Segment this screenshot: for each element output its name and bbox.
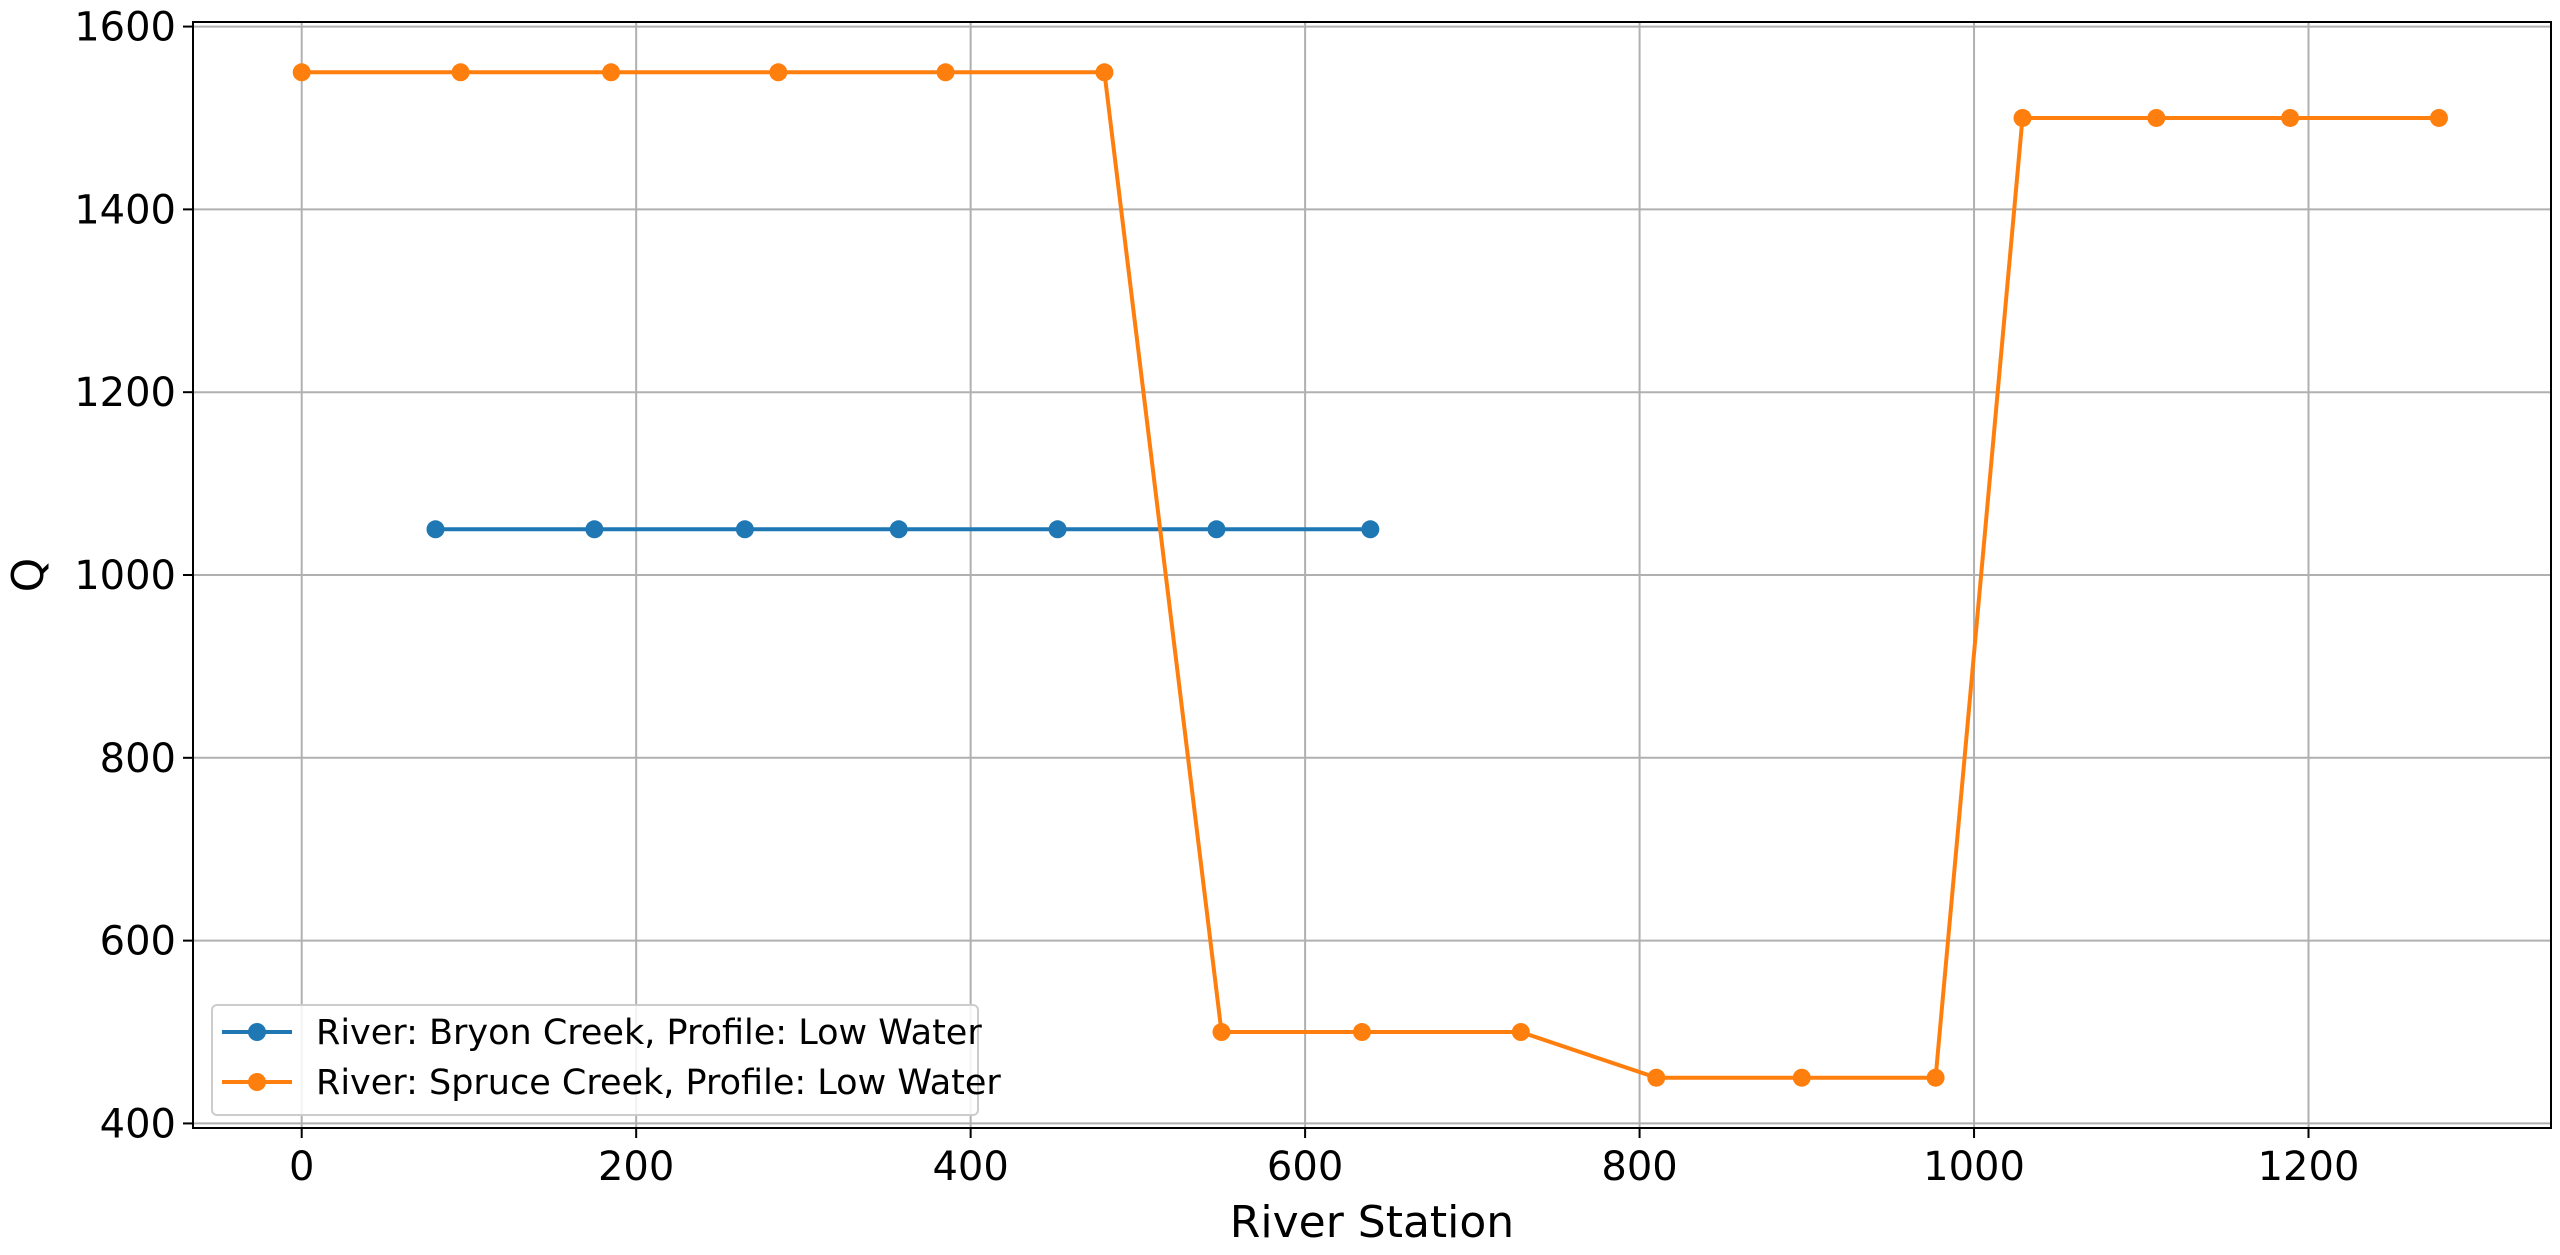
y-tick-label: 1200	[74, 370, 176, 416]
legend-box	[211, 1004, 979, 1116]
legend-item: River: Spruce Creek, Profile: Low Water	[222, 1063, 1001, 1103]
legend-label: River: Spruce Creek, Profile: Low Water	[316, 1063, 1001, 1103]
data-point	[1095, 63, 1114, 82]
y-axis-title: Q	[3, 558, 54, 593]
y-tick-label: 1400	[74, 187, 176, 233]
data-point	[769, 63, 788, 82]
axis-ticks: 0 200 400 600 800 1000 1200 400 600 800 1000 1200 14…	[74, 5, 2359, 1190]
data-point	[1792, 1068, 1811, 1087]
y-tick-label: 800	[100, 736, 176, 782]
series-2	[292, 63, 2448, 1087]
x-tick-label: 400	[932, 1144, 1008, 1190]
data-point	[1647, 1068, 1666, 1087]
series-line	[301, 70, 2439, 1080]
legend-item: River: Bryon Creek, Profile: Low Water	[222, 1013, 982, 1053]
legend-label: River: Bryon Creek, Profile: Low Water	[316, 1013, 982, 1053]
data-point	[602, 63, 621, 82]
x-tick-label: 800	[1601, 1144, 1677, 1190]
data-point	[2281, 108, 2300, 127]
data-point	[936, 63, 955, 82]
data-point	[451, 63, 470, 82]
y-tick-label: 1000	[74, 553, 176, 599]
x-axis-title: River Station	[1230, 1197, 1514, 1248]
plot-series	[292, 63, 2448, 1087]
data-point	[1511, 1023, 1530, 1042]
y-tick-label: 600	[100, 919, 176, 965]
legend: River: Bryon Creek, Profile: Low Water Ri…	[211, 1004, 1001, 1116]
data-point	[1207, 520, 1226, 539]
y-tick-label: 400	[100, 1101, 176, 1147]
data-point	[585, 520, 604, 539]
data-point	[1212, 1023, 1231, 1042]
data-point	[1352, 1023, 1371, 1042]
grid	[193, 22, 2551, 1128]
x-tick-label: 1000	[1923, 1144, 2025, 1190]
legend-swatch-marker	[248, 1073, 266, 1091]
x-tick-label: 600	[1267, 1144, 1343, 1190]
data-point	[2013, 108, 2032, 127]
x-tick-label: 1200	[2258, 1144, 2360, 1190]
data-point	[292, 63, 311, 82]
series-1	[426, 520, 1380, 539]
legend-swatch-marker	[248, 1023, 266, 1041]
data-point	[1048, 520, 1067, 539]
data-point	[2429, 108, 2448, 127]
x-tick-label: 200	[598, 1144, 674, 1190]
x-tick-label: 0	[289, 1144, 314, 1190]
data-point	[1361, 520, 1380, 539]
y-tick-label: 1600	[74, 5, 176, 51]
data-point	[426, 520, 445, 539]
data-point	[2147, 108, 2166, 127]
data-point	[1926, 1068, 1945, 1087]
data-point	[735, 520, 754, 539]
data-point	[889, 520, 908, 539]
